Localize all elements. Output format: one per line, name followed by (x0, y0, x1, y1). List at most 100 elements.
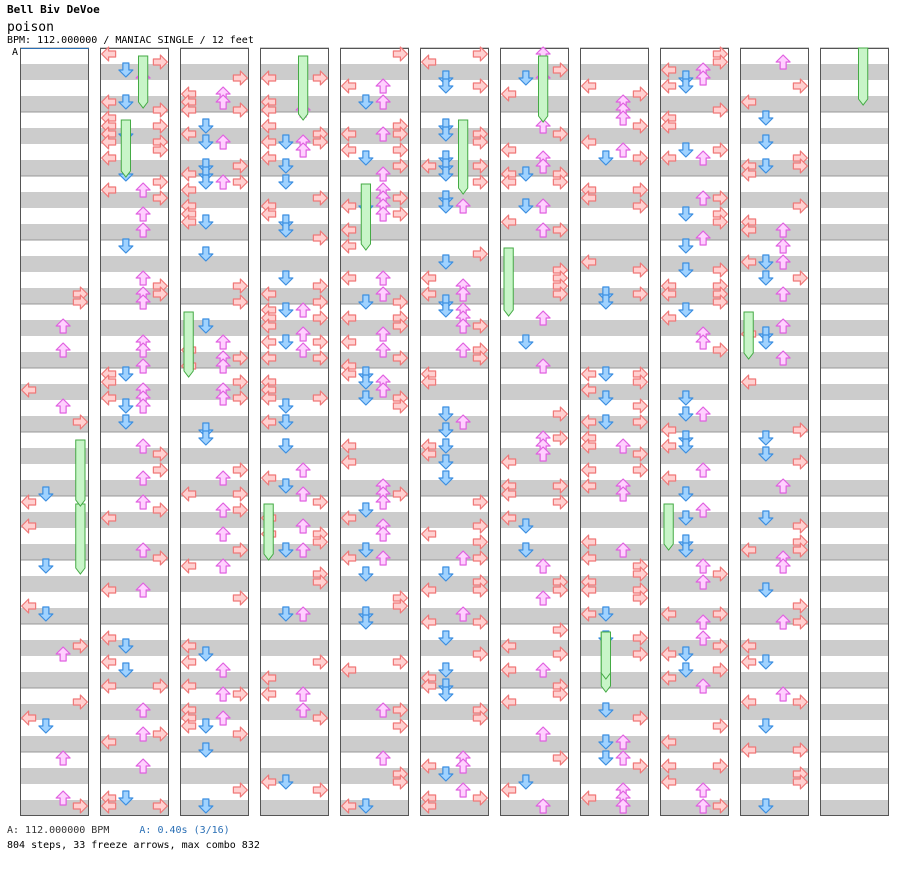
left-arrow (581, 78, 597, 94)
measure-stripe (180, 800, 249, 816)
measure-stripe (260, 384, 329, 400)
measure-stripe (820, 224, 889, 240)
left-arrow (341, 798, 357, 814)
down-arrow (678, 662, 694, 678)
up-arrow (535, 798, 551, 814)
chart-panel (340, 46, 409, 816)
measure-stripe (420, 576, 489, 592)
left-arrow (341, 662, 357, 678)
measure-stripe (180, 256, 249, 272)
up-arrow (55, 342, 71, 358)
right-arrow (552, 126, 568, 142)
measure-stripe (420, 736, 489, 752)
measure-stripe (340, 736, 409, 752)
right-arrow (712, 718, 728, 734)
up-arrow (455, 198, 471, 214)
up-arrow (375, 526, 391, 542)
panel-border (820, 48, 889, 816)
left-arrow (501, 214, 517, 230)
measure-stripe (20, 288, 89, 304)
measure-stripe (100, 544, 169, 560)
up-arrow (695, 462, 711, 478)
right-arrow (392, 350, 408, 366)
freeze-arrow (360, 183, 371, 251)
up-arrow (775, 614, 791, 630)
left-arrow (101, 94, 117, 110)
measure-stripe (20, 704, 89, 720)
measure-stripe (340, 640, 409, 656)
left-arrow (581, 438, 597, 454)
measure-stripe (820, 480, 889, 496)
measure-stripe (420, 608, 489, 624)
down-arrow (758, 254, 774, 270)
right-arrow (552, 478, 568, 494)
left-arrow (581, 414, 597, 430)
right-arrow (312, 782, 328, 798)
up-arrow (455, 758, 471, 774)
down-arrow (678, 206, 694, 222)
right-arrow (552, 286, 568, 302)
up-arrow (375, 702, 391, 718)
measure-stripe (20, 320, 89, 336)
measure-stripe (580, 256, 649, 272)
left-arrow (21, 382, 37, 398)
measure-stripe (580, 672, 649, 688)
chart-panel (180, 47, 249, 816)
left-arrow (741, 254, 757, 270)
measure-stripe (580, 480, 649, 496)
right-arrow (552, 174, 568, 190)
left-arrow (181, 678, 197, 694)
measure-stripe (20, 96, 89, 112)
measure-stripe (100, 256, 169, 272)
up-arrow (695, 406, 711, 422)
left-arrow (21, 518, 37, 534)
measure-stripe (340, 160, 409, 176)
freeze-arrow (663, 503, 674, 551)
right-arrow (312, 190, 328, 206)
left-arrow (581, 366, 597, 382)
left-arrow (421, 286, 437, 302)
measure-stripe (820, 768, 889, 784)
measure-stripe (740, 224, 809, 240)
measure-stripe (660, 64, 729, 80)
up-arrow (215, 334, 231, 350)
left-arrow (341, 142, 357, 158)
left-arrow (101, 654, 117, 670)
measure-stripe (740, 352, 809, 368)
left-arrow (261, 670, 277, 686)
measure-stripe (260, 96, 329, 112)
left-arrow (501, 486, 517, 502)
left-arrow (261, 102, 277, 118)
measure-stripe (260, 576, 329, 592)
freeze-arrow (458, 119, 469, 195)
bpm-readout: A: 112.000000 BPM (7, 825, 110, 836)
up-arrow (135, 398, 151, 414)
freeze-arrow (75, 439, 86, 507)
up-arrow (215, 470, 231, 486)
right-arrow (392, 46, 408, 62)
left-arrow (101, 46, 117, 62)
up-arrow (695, 150, 711, 166)
down-arrow (358, 502, 374, 518)
left-arrow (261, 134, 277, 150)
down-arrow (678, 510, 694, 526)
right-arrow (152, 286, 168, 302)
right-arrow (392, 718, 408, 734)
right-arrow (232, 374, 248, 390)
measure-stripe (580, 416, 649, 432)
measure-stripe (260, 736, 329, 752)
measure-stripe (420, 768, 489, 784)
left-arrow (661, 774, 677, 790)
right-arrow (792, 78, 808, 94)
measure-stripe (740, 704, 809, 720)
down-arrow (678, 262, 694, 278)
down-arrow (358, 94, 374, 110)
measure-stripe (340, 544, 409, 560)
measure-stripe (740, 320, 809, 336)
right-arrow (392, 206, 408, 222)
left-arrow (101, 798, 117, 814)
down-arrow (438, 302, 454, 318)
right-arrow (392, 318, 408, 334)
up-arrow (615, 798, 631, 814)
measure-stripe (660, 576, 729, 592)
